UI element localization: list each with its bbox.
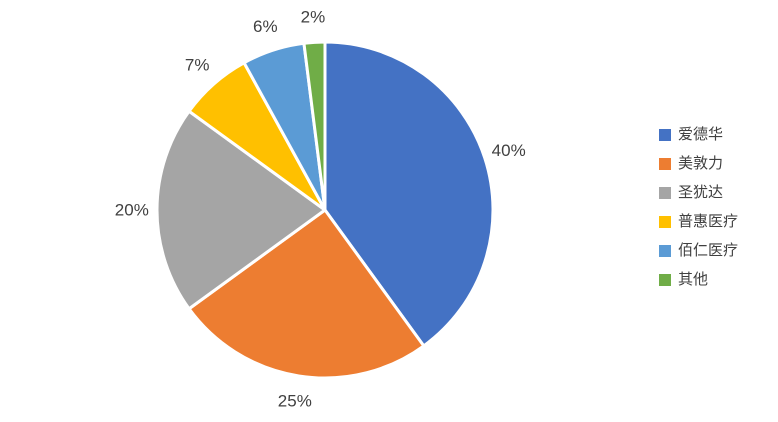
pie-slice-圣犹达 <box>155 109 327 311</box>
legend-item: 圣犹达 <box>659 185 738 200</box>
legend-label: 佰仁医疗 <box>678 242 739 259</box>
legend-swatch-icon <box>659 128 671 141</box>
legend-item: 美敦力 <box>659 156 738 171</box>
legend-item: 普惠医疗 <box>659 214 738 229</box>
legend-item: 佰仁医疗 <box>659 243 738 258</box>
legend: 爱德华 美敦力 圣犹达 普惠医疗 佰仁医疗 其他 <box>659 127 738 287</box>
legend-label: 爱德华 <box>678 126 724 143</box>
pie-label-其他: 2% <box>301 8 326 27</box>
legend-swatch-icon <box>659 157 671 170</box>
legend-swatch-icon <box>659 273 671 286</box>
pie-label-圣犹达: 20% <box>115 201 149 220</box>
pie-label-爱德华: 40% <box>492 141 526 160</box>
legend-label: 其他 <box>678 271 709 288</box>
legend-label: 美敦力 <box>678 155 724 172</box>
legend-item: 爱德华 <box>659 127 738 142</box>
pie-label-普惠医疗: 7% <box>185 56 210 75</box>
pie-slice-其他 <box>302 40 327 212</box>
legend-item: 其他 <box>659 272 738 287</box>
legend-swatch-icon <box>659 215 671 228</box>
pie-slice-美敦力 <box>187 208 426 380</box>
legend-label: 普惠医疗 <box>678 213 739 230</box>
pie-label-佰仁医疗: 6% <box>253 17 278 36</box>
legend-label: 圣犹达 <box>678 184 724 201</box>
legend-swatch-icon <box>659 186 671 199</box>
legend-swatch-icon <box>659 244 671 257</box>
pie-label-美敦力: 25% <box>278 391 312 410</box>
pie-slice-爱德华 <box>323 40 495 348</box>
